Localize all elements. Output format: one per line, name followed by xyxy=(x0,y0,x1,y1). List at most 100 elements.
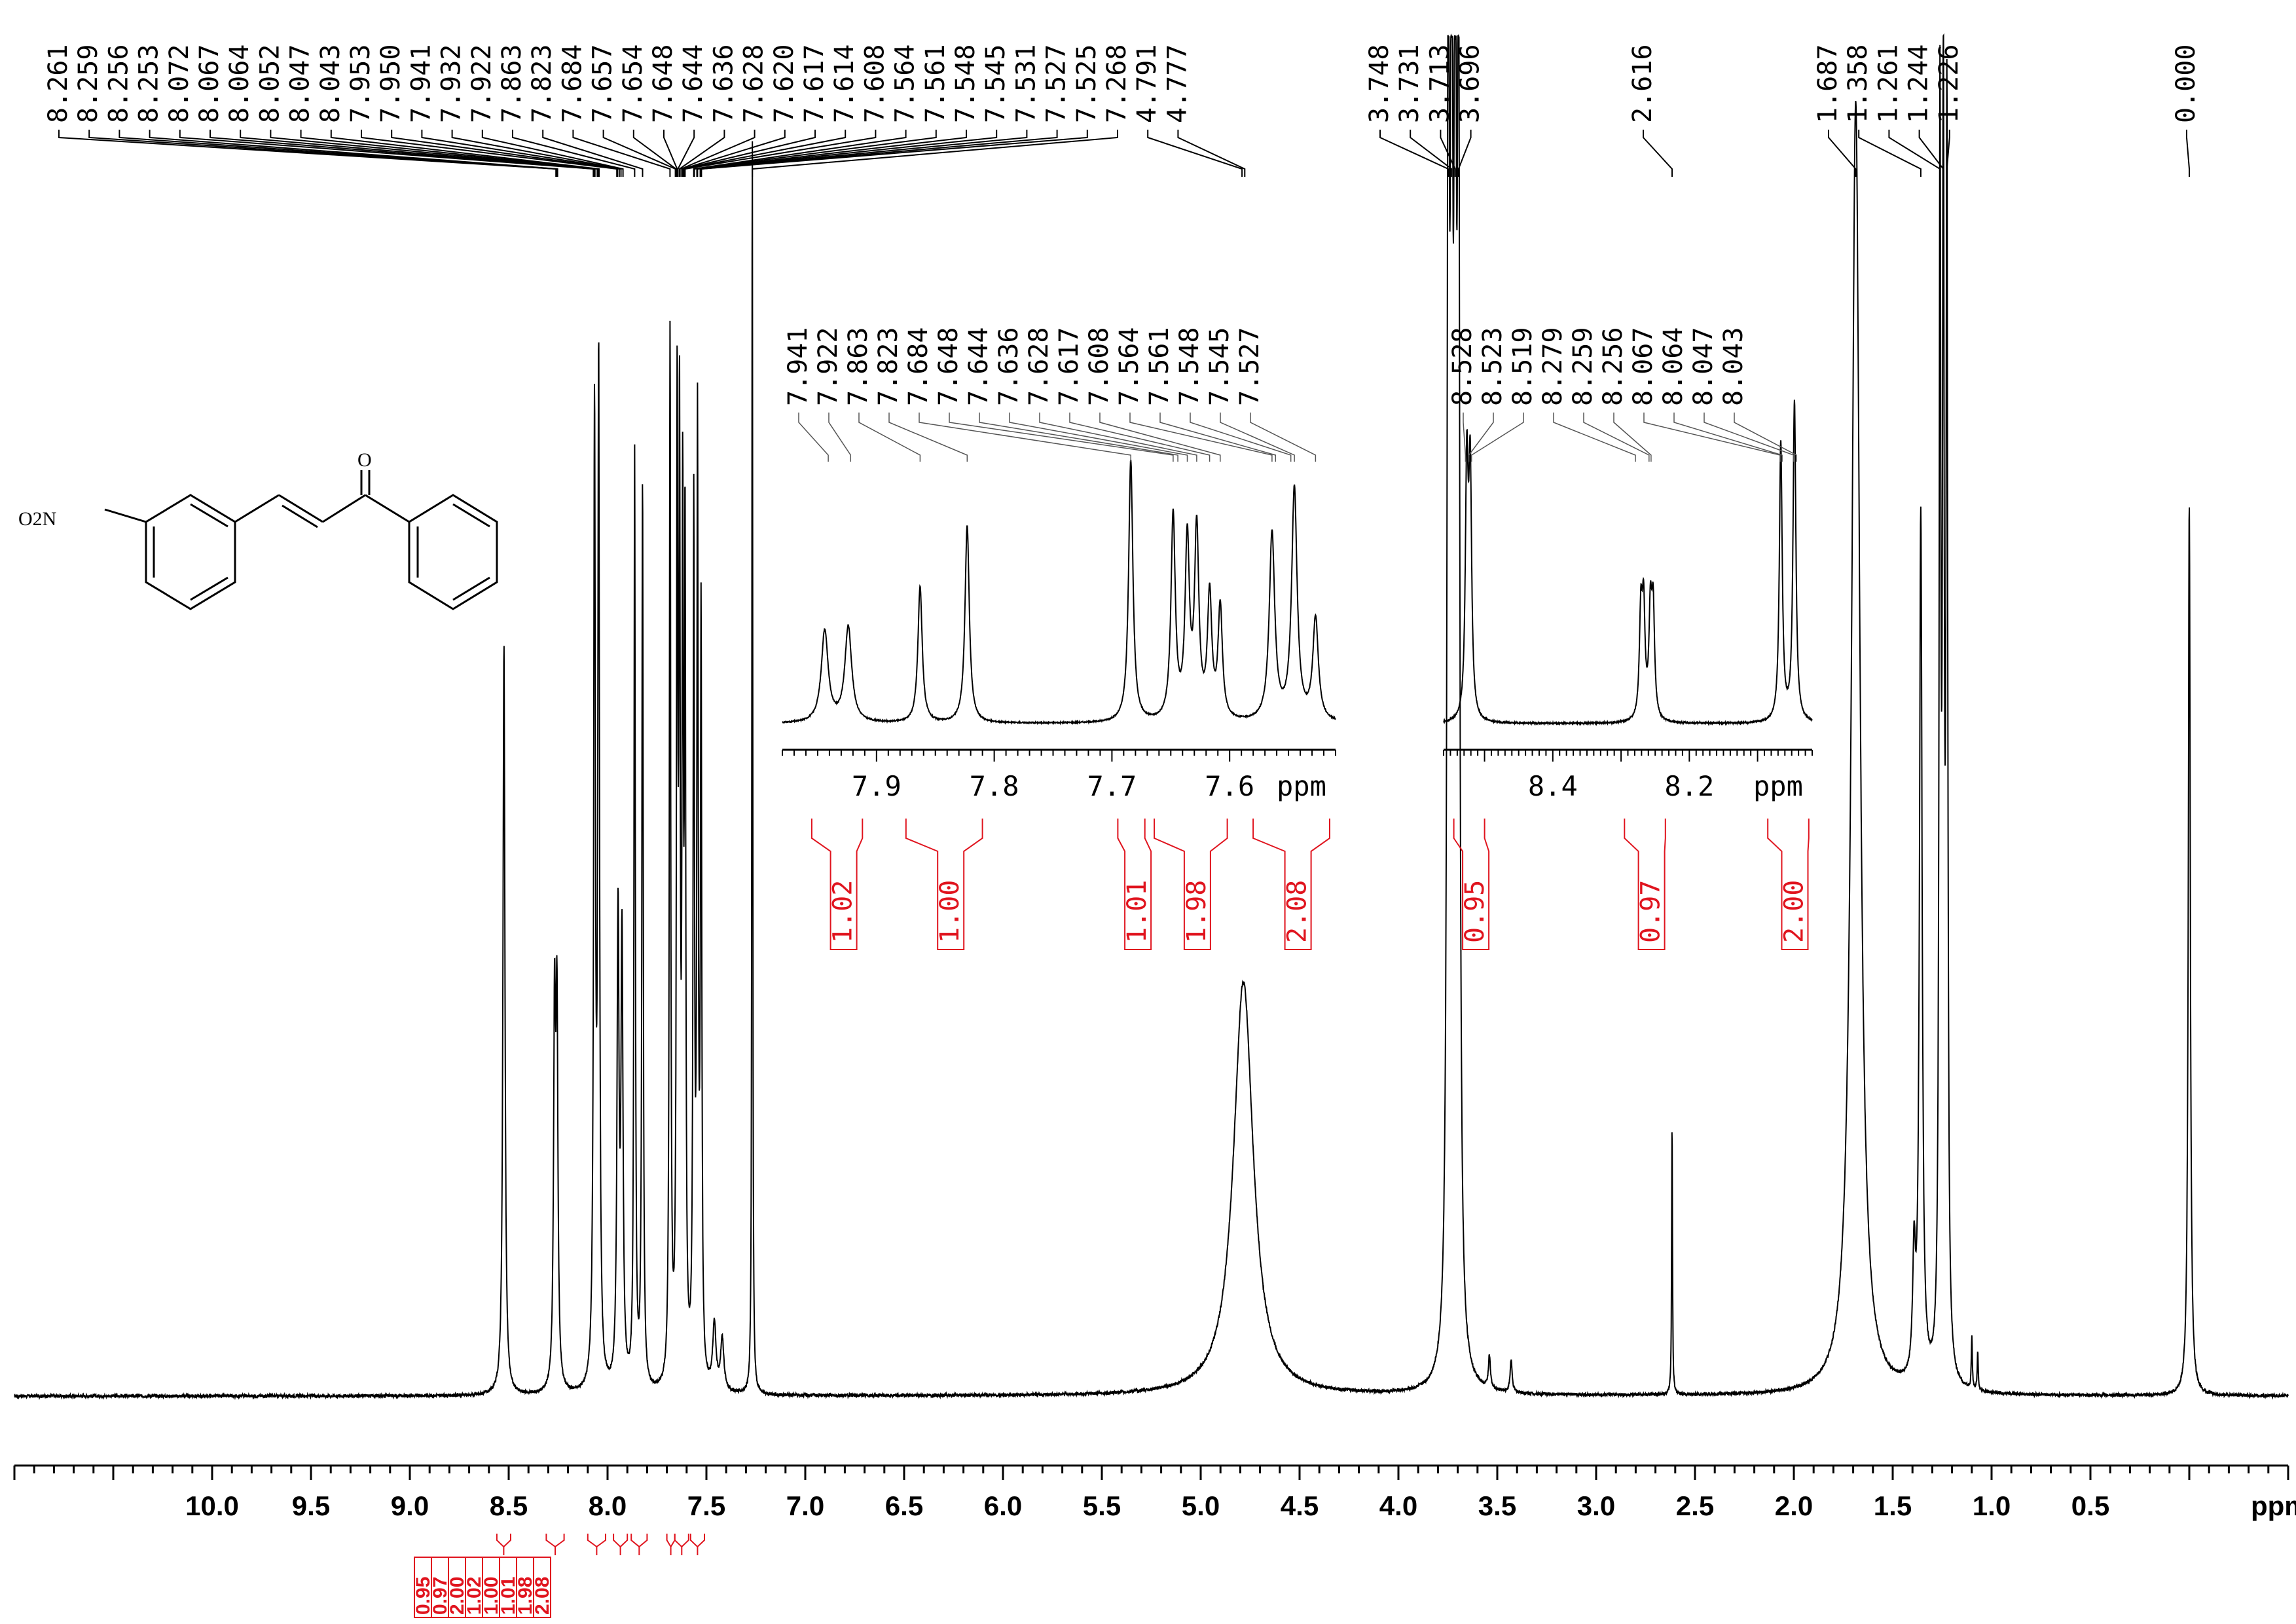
x-axis-unit: ppm xyxy=(2251,1490,2296,1521)
x-tick-label: 9.5 xyxy=(292,1490,330,1521)
inset-peak-connector xyxy=(1470,413,1524,462)
inset-peak-connector xyxy=(828,413,852,462)
peak-connector xyxy=(58,130,557,177)
inset-peak-connector xyxy=(1643,413,1781,462)
peak-connector xyxy=(1457,130,1472,177)
peak-label: 7.823 xyxy=(527,45,557,123)
inset-peak-label: 7.548 xyxy=(1175,327,1205,406)
inset-peak-connector xyxy=(979,413,1178,462)
inset-integral-bracket xyxy=(1154,819,1228,950)
peak-label: 7.608 xyxy=(860,45,890,123)
inset-trace xyxy=(782,460,1336,726)
peak-label: 8.064 xyxy=(225,45,255,123)
inset-peak-label: 8.279 xyxy=(1538,327,1568,406)
inset-peak-label: 8.259 xyxy=(1568,327,1598,406)
inset-axis-unit: ppm xyxy=(1753,770,1803,802)
inset-peak-connector xyxy=(1039,413,1197,462)
peak-connector xyxy=(1643,130,1673,177)
peak-label: 7.657 xyxy=(588,45,618,123)
inset-peak-label: 7.636 xyxy=(994,327,1024,406)
inset-peak-connector xyxy=(1583,413,1650,462)
inset-trace xyxy=(1443,399,1813,726)
inset-integral-value: 1.01 xyxy=(1122,880,1152,943)
integral-value: 2.00 xyxy=(446,1577,468,1615)
peak-connector xyxy=(696,130,967,177)
peak-connector xyxy=(149,130,558,177)
peak-label: 4.777 xyxy=(1162,45,1192,123)
peak-label: 1.244 xyxy=(1904,45,1934,123)
peak-connector xyxy=(1946,130,1950,177)
inset-tick-label: 7.7 xyxy=(1087,770,1137,802)
integral-value: 1.02 xyxy=(464,1577,485,1615)
inset-peak-connector xyxy=(949,413,1174,462)
peak-connector xyxy=(512,130,636,177)
peak-label: 7.922 xyxy=(467,45,497,123)
carbonyl-oxygen: O xyxy=(357,449,372,471)
inset-integral-value: 1.00 xyxy=(935,880,965,943)
peak-label: 7.950 xyxy=(376,45,406,123)
chalcone-structure: O2N O xyxy=(18,449,498,610)
x-tick-label: 6.0 xyxy=(984,1490,1022,1521)
inset-peak-label: 7.863 xyxy=(843,327,873,406)
inset-peak-connector xyxy=(1553,413,1636,462)
inset-peak-connector xyxy=(1220,413,1295,462)
integral-value: 1.98 xyxy=(515,1577,536,1615)
inset-peak-label: 7.545 xyxy=(1205,327,1235,406)
inset-integral-value: 2.08 xyxy=(1283,880,1313,943)
inset-integral-bracket xyxy=(905,819,983,950)
inset-tick-label: 7.6 xyxy=(1205,770,1254,802)
inset-peak-label: 8.043 xyxy=(1719,327,1749,406)
inset-integral-bracket xyxy=(1117,819,1152,950)
peak-label: 1.687 xyxy=(1813,45,1843,123)
peak-connector xyxy=(678,130,725,177)
peak-connector xyxy=(421,130,620,177)
inset-peak-connector xyxy=(858,413,921,462)
inset-integral-value: 1.02 xyxy=(828,880,858,943)
inset-peak-connector xyxy=(1468,413,1494,462)
peak-connector xyxy=(1410,130,1453,177)
peak-connector xyxy=(270,130,598,177)
x-tick-label: 7.0 xyxy=(786,1490,824,1521)
inset-peak-label: 7.823 xyxy=(873,327,903,406)
peak-connector xyxy=(330,130,600,177)
inset-peak-label: 8.067 xyxy=(1628,327,1658,406)
inset-peak-connector xyxy=(888,413,968,462)
peak-connector xyxy=(481,130,624,177)
peak-connector xyxy=(680,130,756,177)
inset-tick-label: 7.9 xyxy=(852,770,902,802)
peak-label: 8.047 xyxy=(285,45,316,123)
inset-integral-bracket xyxy=(1624,819,1666,950)
x-tick-label: 2.0 xyxy=(1775,1490,1813,1521)
inset-tick-label: 8.4 xyxy=(1528,770,1578,802)
inset-integral-bracket xyxy=(1767,819,1810,950)
inset-peak-connector xyxy=(1099,413,1221,462)
peak-label: 1.226 xyxy=(1934,45,1964,123)
inset-peak-connector xyxy=(1190,413,1292,462)
x-tick-label: 8.5 xyxy=(490,1490,528,1521)
peak-label: 7.614 xyxy=(829,45,860,123)
peak-label: 0.000 xyxy=(2171,45,2201,123)
inset-peak-label: 8.528 xyxy=(1448,327,1478,406)
x-tick-label: 8.0 xyxy=(589,1490,627,1521)
inset-peak-label: 8.519 xyxy=(1508,327,1538,406)
integral-bracket xyxy=(689,1534,705,1555)
x-tick-label: 9.0 xyxy=(391,1490,429,1521)
inset-peak-label: 7.564 xyxy=(1114,327,1144,406)
peak-label: 7.527 xyxy=(1042,45,1072,123)
inset-peak-connector xyxy=(1704,413,1795,462)
peak-connector xyxy=(697,130,998,177)
inset-peak-label: 7.648 xyxy=(934,327,964,406)
integral-value: 0.97 xyxy=(429,1577,451,1615)
inset-tick-label: 7.8 xyxy=(970,770,1019,802)
peak-label: 3.731 xyxy=(1394,45,1425,123)
x-tick-label: 4.0 xyxy=(1379,1490,1417,1521)
peak-label: 7.628 xyxy=(739,45,769,123)
peak-connector xyxy=(683,130,847,177)
peak-connector xyxy=(1177,130,1246,177)
peak-label: 7.863 xyxy=(497,45,527,123)
peak-label: 8.072 xyxy=(164,45,194,123)
inset-peak-connector xyxy=(1159,413,1277,462)
inset-peak-label: 7.608 xyxy=(1084,327,1114,406)
x-tick-label: 5.0 xyxy=(1182,1490,1220,1521)
